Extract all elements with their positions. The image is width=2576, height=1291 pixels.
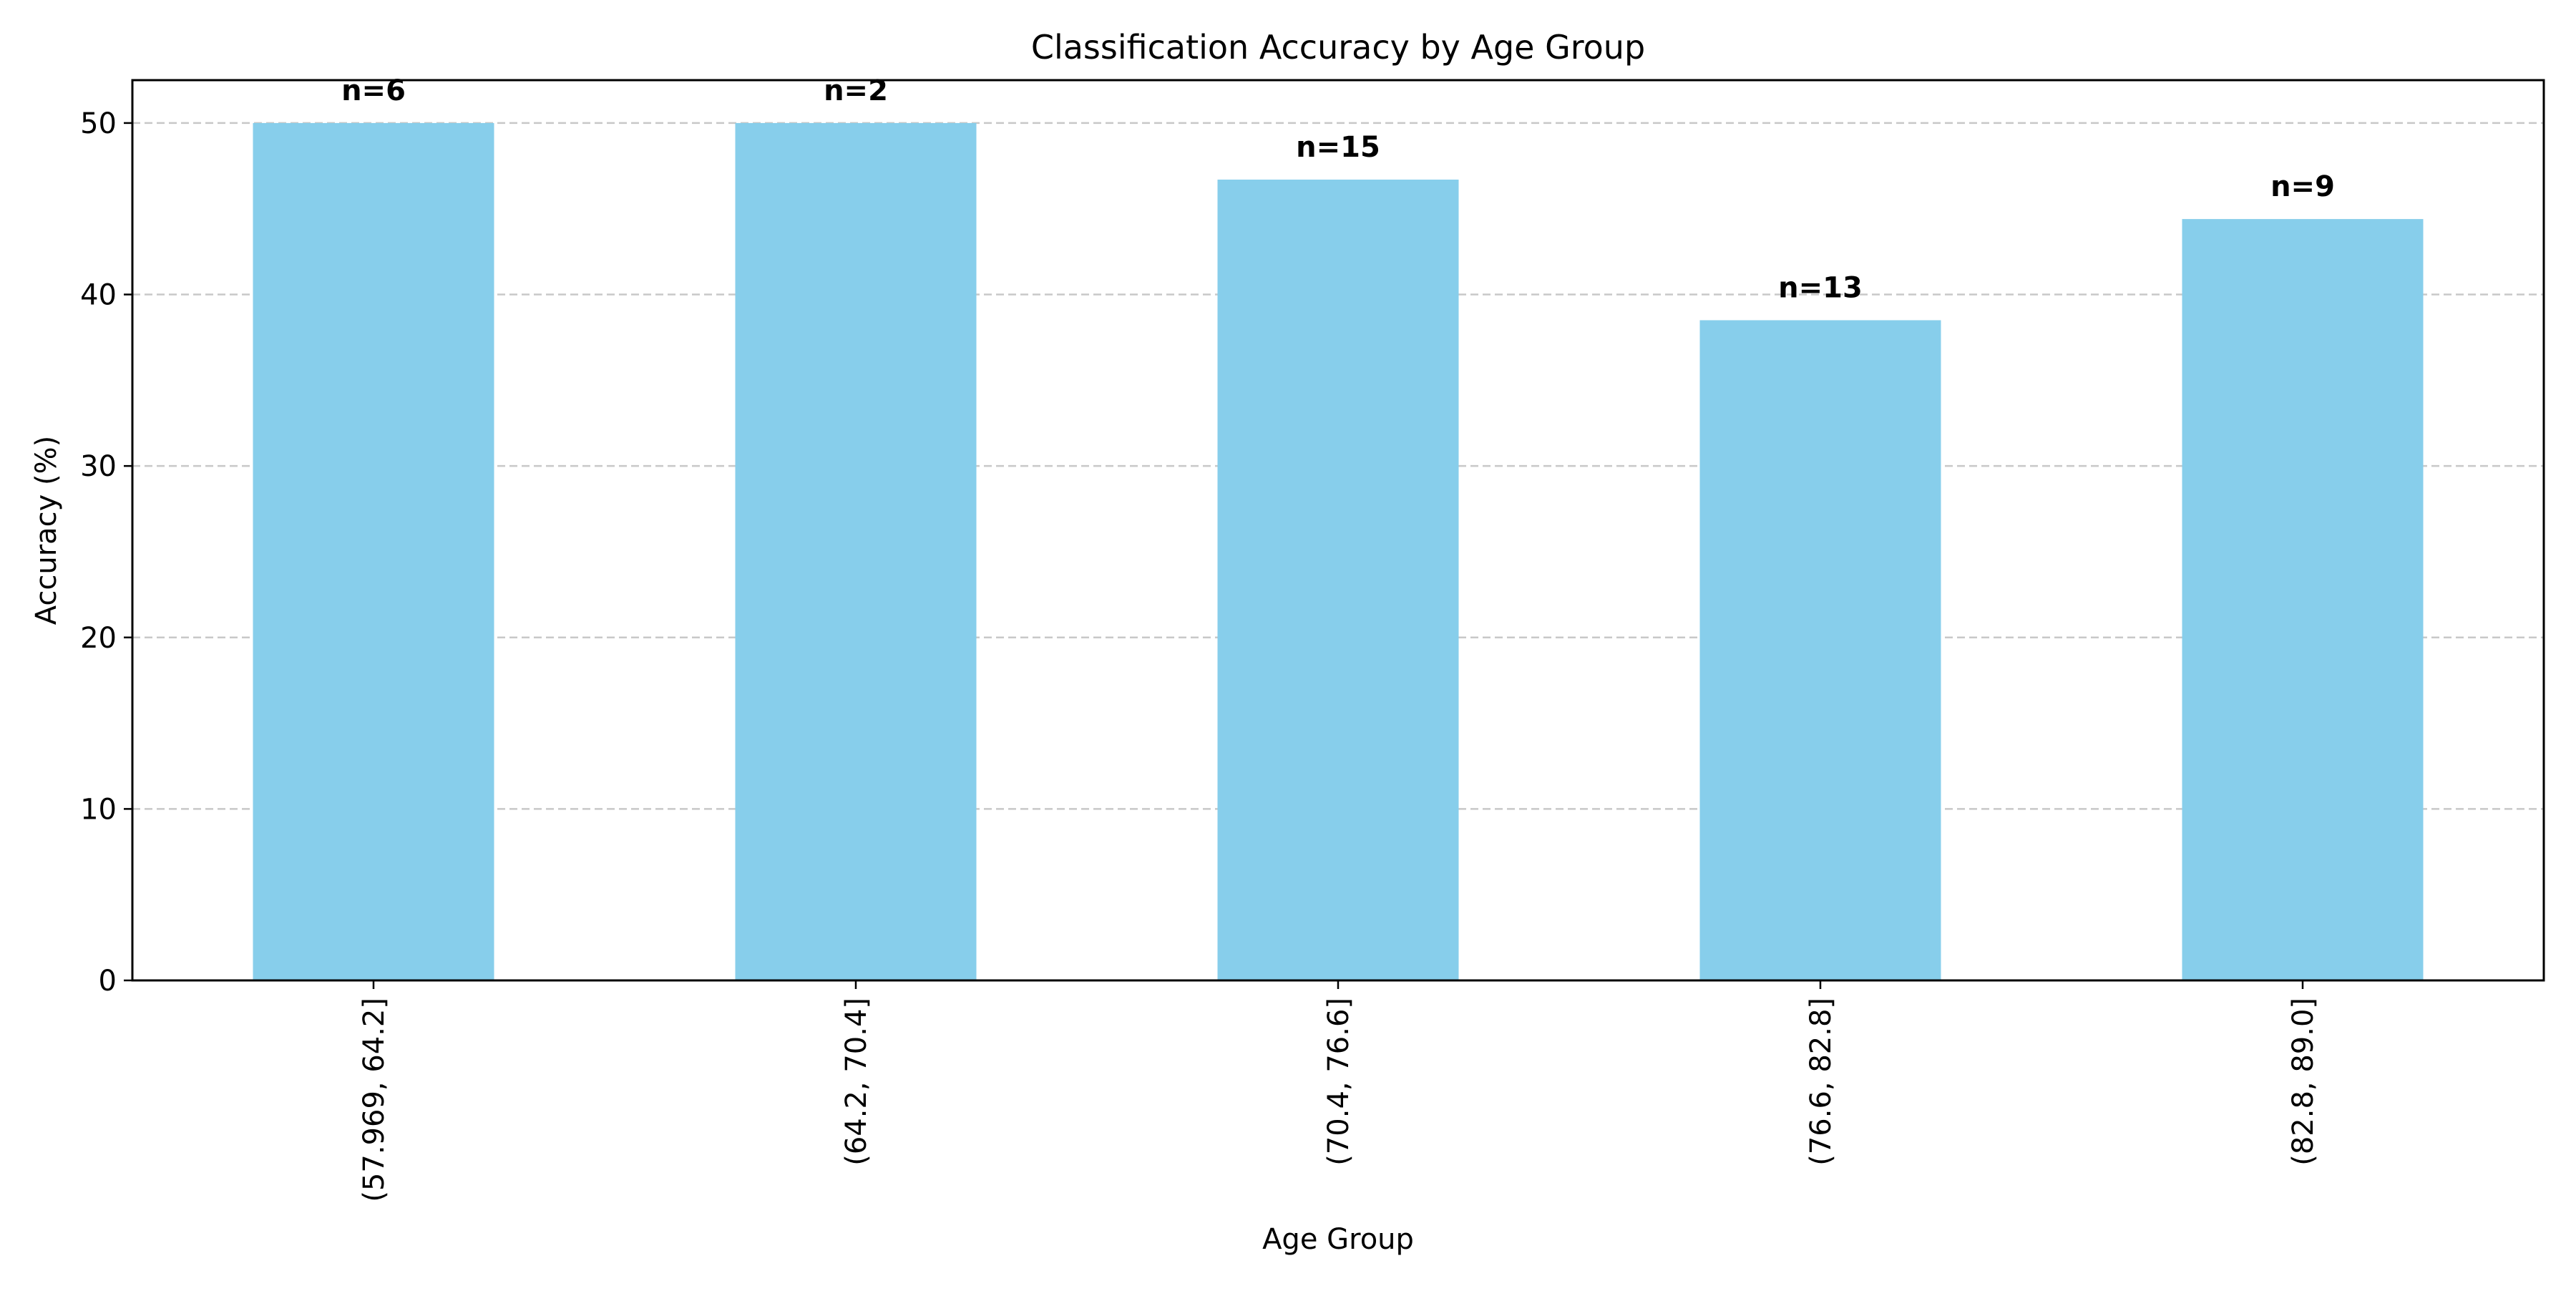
x-axis-label: Age Group — [1262, 1223, 1414, 1256]
y-tick-label: 10 — [80, 793, 117, 826]
y-tick-label: 40 — [80, 279, 117, 312]
x-tick-label: (57.969, 64.2] — [358, 998, 391, 1202]
y-tick-label: 30 — [80, 450, 117, 483]
bar — [253, 122, 494, 980]
bar — [735, 122, 977, 980]
y-tick-label: 20 — [80, 622, 117, 655]
y-axis-label: Accuracy (%) — [30, 436, 63, 625]
bar — [2182, 219, 2424, 980]
bars — [253, 122, 2424, 981]
x-tick-label: (82.8, 89.0] — [2287, 998, 2320, 1166]
bar — [1217, 179, 1459, 981]
bar — [1699, 320, 1941, 980]
axes — [124, 79, 2545, 989]
bar-count-label: n=13 — [1778, 271, 1863, 304]
x-tick-label: (76.6, 82.8] — [1805, 998, 1838, 1166]
bar-count-label: n=9 — [2270, 170, 2335, 203]
y-tick-label: 0 — [99, 965, 117, 998]
chart-title: Classification Accuracy by Age Group — [1031, 28, 1645, 67]
plot-frame — [131, 79, 2545, 982]
x-tick-label: (64.2, 70.4] — [840, 998, 873, 1166]
tick-labels: 0 10 20 30 40 50 (57.969, 64.2] (64.2, 70.4] (70… — [80, 107, 2320, 1202]
bar-count-label: n=15 — [1296, 131, 1380, 164]
x-tick-label: (70.4, 76.6] — [1322, 998, 1355, 1166]
y-tick-label: 50 — [80, 107, 117, 140]
